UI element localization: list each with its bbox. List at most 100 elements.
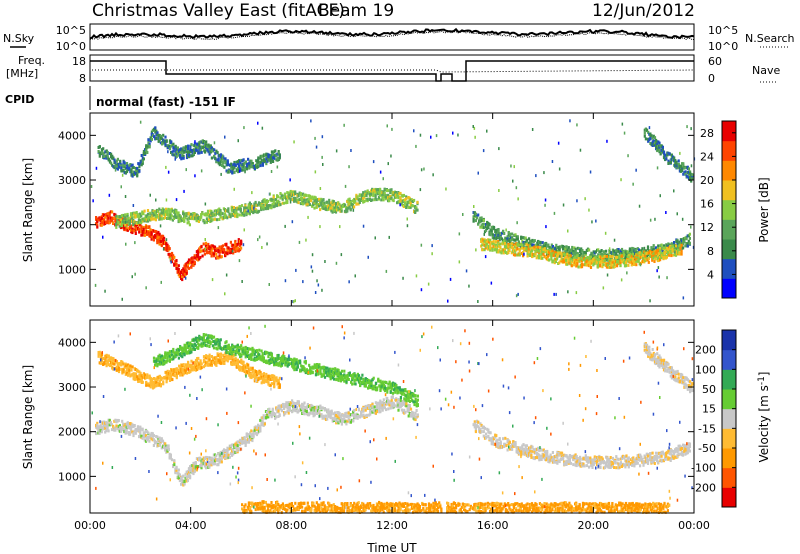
echo-cell-2	[102, 147, 105, 151]
echo-cell-0	[305, 405, 308, 409]
sparse-echo-cell	[149, 193, 151, 197]
echo-cell-2	[267, 153, 270, 157]
echo-cell-0	[181, 275, 184, 279]
echo-cell-1	[166, 211, 169, 215]
echo-cell-0	[254, 431, 257, 435]
echo-cell-0	[213, 462, 217, 466]
echo-cell-0	[202, 461, 205, 465]
sparse-echo-cell	[220, 172, 222, 176]
echo-cell-1	[402, 205, 405, 208]
echo-cell-2	[128, 166, 131, 170]
echo-cell-0	[100, 420, 103, 424]
echo-cell-2	[147, 138, 150, 142]
echo-cell-1	[281, 201, 284, 205]
sparse-echo-cell	[406, 217, 408, 221]
echo-cell-0	[197, 249, 200, 253]
echo-cell-4	[663, 256, 666, 260]
echo-cell-1	[399, 199, 402, 203]
echo-cell-2	[211, 149, 215, 153]
echo-cell-0	[119, 226, 123, 230]
echo-cell-4	[612, 265, 615, 269]
echo-cell-4	[520, 246, 524, 250]
echo-cell-1	[415, 206, 418, 210]
echo-cell-4	[541, 247, 544, 251]
echo-cell-3	[516, 237, 519, 241]
echo-cell-0	[177, 268, 180, 271]
echo-cell-0	[143, 233, 146, 237]
echo-cell-1	[172, 210, 176, 214]
echo-cell-0	[206, 251, 209, 255]
echo-cell-1	[138, 221, 142, 225]
echo-cell-4	[674, 244, 678, 248]
echo-cell-2	[180, 157, 183, 161]
echo-cell-0	[364, 408, 367, 412]
echo-cell-4	[522, 254, 525, 258]
echo-cell-2	[277, 150, 280, 153]
echo-cell-1	[120, 220, 123, 224]
echo-cell-1	[162, 212, 165, 216]
echo-cell-3	[475, 216, 479, 220]
echo-cell-1	[162, 208, 165, 212]
echo-cell-1	[184, 212, 187, 216]
echo-cell-1	[157, 209, 160, 213]
echo-cell-2	[175, 149, 178, 153]
echo-cell-3	[522, 244, 525, 247]
echo-cell-1	[326, 207, 330, 211]
sparse-echo-cell	[270, 170, 273, 173]
echo-cell-0	[173, 463, 176, 467]
echo-cell-1	[131, 216, 134, 220]
echo-cell-2	[117, 165, 121, 169]
echo-cell-1	[377, 197, 381, 201]
echo-cell-0	[112, 216, 115, 220]
sparse-echo-cell	[576, 123, 578, 127]
echo-cell-3	[605, 249, 608, 253]
echo-cell-0	[206, 456, 209, 460]
echo-cell-2	[257, 156, 260, 160]
echo-cell-4	[606, 265, 610, 269]
echo-cell-3	[583, 250, 586, 254]
echo-cell-1	[132, 223, 135, 226]
echo-cell-1	[170, 214, 173, 218]
sparse-echo-cell	[473, 126, 476, 130]
echo-cell-0	[233, 451, 236, 455]
noise-right-tick-bottom: 10^0	[708, 40, 738, 53]
echo-cell-0	[187, 467, 191, 471]
echo-cell-1	[325, 200, 328, 204]
echo-cell-0	[369, 406, 372, 409]
echo-cell-2	[182, 156, 185, 160]
echo-cell-0	[125, 226, 128, 230]
echo-cell-0	[310, 408, 313, 412]
echo-cell-1	[409, 205, 412, 209]
echo-cell-2	[222, 157, 225, 161]
echo-cell-0	[315, 412, 319, 415]
echo-cell-2	[154, 126, 157, 130]
echo-cell-3	[584, 252, 587, 256]
echo-cell-2	[226, 162, 229, 166]
freq-strip-frame	[89, 54, 695, 82]
echo-cell-3	[652, 244, 655, 248]
sparse-echo-cell	[253, 206, 255, 210]
echo-cell-1	[201, 212, 204, 216]
echo-cell-1	[263, 198, 266, 202]
echo-cell-0	[140, 233, 143, 237]
echo-cell-3	[682, 246, 685, 250]
sparse-echo-cell	[386, 124, 388, 128]
echo-cell-0	[152, 444, 155, 447]
echo-cell-0	[105, 220, 108, 224]
echo-cell-2	[207, 149, 210, 153]
echo-cell-1	[152, 210, 155, 214]
power-colorbar-tick-label: 16	[700, 198, 714, 211]
echo-cell-4	[580, 265, 584, 269]
echo-cell-0	[259, 429, 262, 433]
sparse-echo-cell	[269, 192, 271, 196]
echo-cell-3	[479, 220, 482, 224]
echo-cell-3	[497, 233, 500, 237]
echo-cell-2	[272, 160, 275, 163]
echo-cell-0	[383, 406, 386, 410]
echo-cell-0	[164, 442, 167, 446]
echo-cell-0	[276, 407, 279, 411]
sparse-echo-cell	[204, 238, 206, 241]
echo-cell-0	[237, 239, 240, 243]
echo-cell-5	[673, 163, 676, 167]
